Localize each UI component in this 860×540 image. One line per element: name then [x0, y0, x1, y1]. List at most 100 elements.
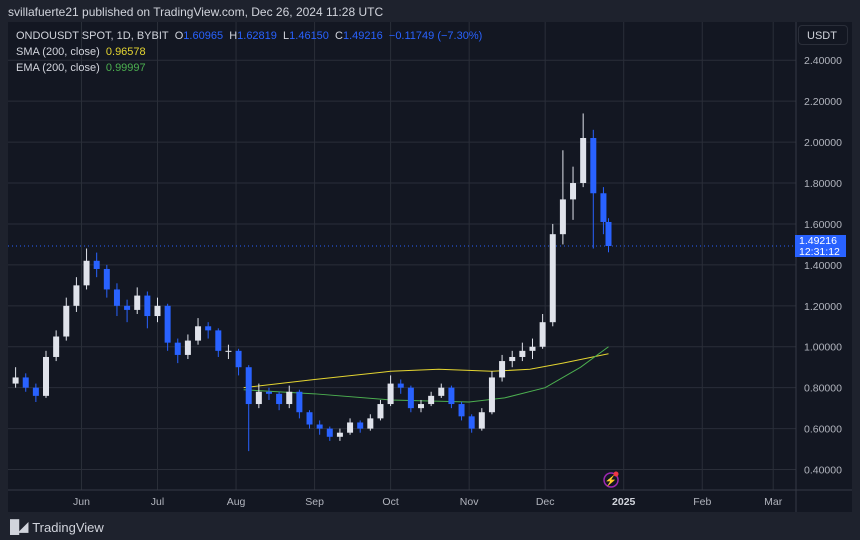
candle-body — [235, 350, 242, 368]
candle-body — [93, 260, 100, 269]
time-tick-label: Feb — [693, 496, 711, 508]
candle-body — [53, 336, 60, 357]
price-tick-label: 1.80000 — [804, 178, 842, 190]
candle-body — [468, 416, 475, 429]
price-tick-label: 0.60000 — [804, 424, 842, 436]
ohlc-row: ONDOUSDT SPOT, 1D, BYBIT O1.60965 H1.628… — [16, 28, 482, 44]
candle-body — [63, 305, 70, 337]
candle-body — [357, 422, 364, 429]
candle-body — [306, 412, 313, 425]
price-tick-label: 2.40000 — [804, 55, 842, 67]
candle-body — [174, 342, 181, 355]
candle-body — [316, 424, 323, 429]
published-caption: svillafuerte21 published on TradingView.… — [8, 5, 384, 19]
candle-body — [347, 422, 354, 433]
candle-body — [43, 356, 50, 396]
price-tick-label: 1.60000 — [804, 219, 842, 231]
candle-body — [215, 330, 222, 351]
close-value: 1.49216 — [343, 30, 383, 42]
open-label: O — [174, 30, 184, 42]
candle-body — [265, 391, 272, 394]
candle-body — [225, 350, 232, 352]
candle-body — [397, 383, 404, 388]
ema-row[interactable]: EMA (200, close) 0.99997 — [16, 60, 482, 76]
time-tick-label: 2025 — [612, 496, 636, 508]
candle-body — [438, 387, 445, 396]
time-tick-label: Nov — [460, 496, 479, 508]
candle-body — [478, 412, 485, 429]
candle-body — [407, 387, 414, 409]
candle-body — [509, 356, 516, 362]
ema-value: 0.99997 — [105, 62, 146, 74]
chart-panel[interactable]: 2.40000 2.20000 2.00000 1.80000 1.60000 1.400… — [8, 22, 852, 512]
candle-body — [184, 340, 191, 355]
sma-line — [243, 353, 609, 389]
candle-body — [605, 221, 612, 247]
ema-label: EMA (200, close) — [16, 62, 100, 74]
time-tick-label: Sep — [305, 496, 324, 508]
candle-body — [499, 361, 506, 378]
candle-body — [580, 138, 587, 184]
price-tick-label: 0.40000 — [804, 465, 842, 477]
candle-body — [590, 138, 597, 194]
currency-button[interactable]: USDT — [798, 25, 848, 45]
candle-body — [367, 418, 374, 429]
high-label: H — [229, 30, 238, 42]
candle-body — [600, 193, 607, 222]
candle-body — [559, 199, 566, 235]
candle-body — [113, 289, 120, 306]
low-label: L — [283, 30, 290, 42]
price-tick-label: 0.80000 — [804, 383, 842, 395]
price-tick-label: 2.00000 — [804, 137, 842, 149]
time-tick-label: Mar — [764, 496, 783, 508]
candle-body — [539, 322, 546, 347]
candle-body — [519, 350, 526, 357]
notification-dot-icon — [613, 471, 619, 477]
candle-body — [570, 183, 577, 200]
candle-body — [296, 391, 303, 413]
candle-body — [458, 404, 465, 417]
high-value: 1.62819 — [237, 30, 277, 42]
change-value: −0.11749 (−7.30%) — [388, 30, 483, 42]
chart-legend: ONDOUSDT SPOT, 1D, BYBIT O1.60965 H1.628… — [16, 28, 482, 76]
candle-body — [549, 234, 556, 323]
lightning-bolt-icon: ⚡ — [605, 474, 617, 487]
candle-body — [326, 428, 333, 437]
candle-body — [387, 383, 394, 405]
current-price: 1.49216 — [799, 235, 837, 248]
candle-body — [73, 285, 80, 306]
candle-body — [377, 404, 384, 419]
candle-body — [164, 305, 171, 343]
candle-body — [336, 432, 343, 437]
footer-brand[interactable]: █◢ TradingView — [10, 519, 104, 535]
lightning-event-icon — [603, 472, 619, 488]
candle-body — [144, 295, 151, 317]
symbol-label[interactable]: ONDOUSDT SPOT, 1D, BYBIT — [16, 30, 169, 42]
price-tick-label: 1.40000 — [804, 260, 842, 272]
candle-body — [83, 260, 90, 286]
candle-body — [22, 377, 29, 388]
candle-body — [245, 367, 252, 405]
candle-body — [103, 268, 110, 290]
current-price-label: 1.49216 12:31:12 — [795, 235, 846, 258]
candle-body — [276, 393, 283, 405]
time-tick-label: Jul — [151, 496, 164, 508]
price-chart[interactable]: 2.40000 2.20000 2.00000 1.80000 1.60000 1.400… — [8, 22, 852, 512]
candle-body — [286, 391, 293, 405]
sma-label: SMA (200, close) — [16, 46, 100, 58]
sma-row[interactable]: SMA (200, close) 0.96578 — [16, 44, 482, 60]
candle-body — [32, 387, 39, 396]
candle-body — [448, 387, 455, 405]
candle-body — [488, 377, 495, 413]
candle-body — [134, 295, 141, 310]
brand-name: TradingView — [32, 519, 104, 535]
time-tick-label: Dec — [536, 496, 555, 508]
low-value: 1.46150 — [289, 30, 329, 42]
time-tick-label: Aug — [227, 496, 246, 508]
tradingview-logo-icon: █◢ — [10, 519, 28, 534]
candle-body — [195, 326, 202, 341]
candle-body — [255, 391, 262, 405]
price-tick-label: 2.20000 — [804, 96, 842, 108]
bar-countdown: 12:31:12 — [799, 245, 840, 258]
candle-body — [154, 305, 161, 317]
